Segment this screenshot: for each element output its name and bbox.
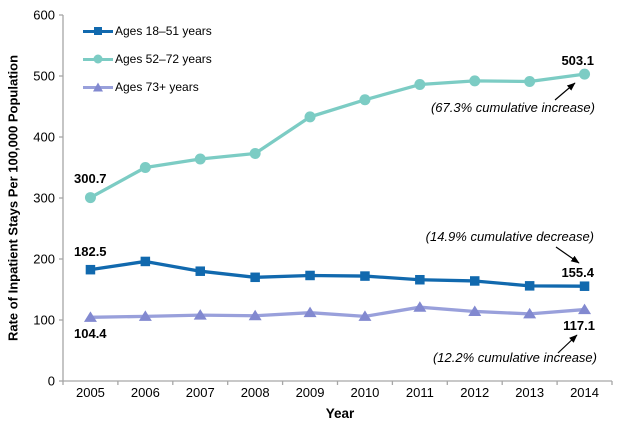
series-line xyxy=(90,305,585,319)
square-marker xyxy=(250,272,260,283)
annotation-arrow xyxy=(557,334,578,354)
triangle-marker xyxy=(413,301,427,312)
triangle-marker-icon xyxy=(93,82,103,92)
square-marker xyxy=(415,274,425,285)
y-axis-title: Rate of Inpatient Stays Per 100,000 Popu… xyxy=(5,54,21,342)
annotation-label: (14.9% cumulative decrease) xyxy=(426,229,594,244)
triangle-marker xyxy=(193,309,207,320)
triangle-marker xyxy=(248,309,262,321)
x-tick-label: 2011 xyxy=(406,385,434,400)
series-ages-18-51-years xyxy=(85,256,590,291)
legend-swatch xyxy=(83,54,113,64)
triangle-marker xyxy=(83,311,97,322)
x-axis-title: Year xyxy=(325,406,355,421)
legend-item-ages-18-51-years: Ages 18–51 years xyxy=(83,22,212,40)
series-ages-73-years xyxy=(83,301,592,322)
circle-marker xyxy=(84,192,96,204)
square-marker xyxy=(579,281,590,291)
x-tick-label: 2008 xyxy=(241,385,270,400)
data-label: 104.4 xyxy=(74,326,107,341)
x-tick-label: 2006 xyxy=(131,385,160,400)
triangle-marker xyxy=(523,307,537,319)
x-tick-label: 2010 xyxy=(350,385,379,400)
square-marker xyxy=(305,270,315,281)
circle-marker xyxy=(359,94,371,106)
square-marker xyxy=(85,264,96,275)
triangle-marker xyxy=(468,305,482,316)
square-marker xyxy=(195,266,205,276)
data-label: 182.5 xyxy=(74,244,107,259)
square-marker-icon xyxy=(94,27,102,35)
y-tick-label: 100 xyxy=(33,313,55,328)
y-tick-label: 300 xyxy=(33,191,55,206)
square-marker xyxy=(524,281,535,291)
x-tick-label: 2013 xyxy=(515,385,544,400)
data-label: 300.7 xyxy=(74,171,107,186)
legend-item-ages-73-years: Ages 73+ years xyxy=(83,78,212,96)
y-tick-label: 400 xyxy=(33,130,55,145)
y-tick-label: 600 xyxy=(33,8,55,23)
annotation-arrow xyxy=(554,82,576,101)
circle-marker xyxy=(579,68,591,80)
x-tick-label: 2014 xyxy=(570,385,599,400)
y-tick-label: 0 xyxy=(48,374,55,389)
square-marker xyxy=(360,271,370,281)
legend-label: Ages 52–72 years xyxy=(115,52,212,66)
legend-swatch xyxy=(83,82,113,92)
circle-marker xyxy=(524,75,536,87)
legend-label: Ages 73+ years xyxy=(115,80,199,94)
circle-marker-icon xyxy=(93,54,103,64)
y-tick-label: 200 xyxy=(33,252,55,267)
legend: Ages 18–51 years Ages 52–72 years Ages 73+… xyxy=(83,22,212,106)
data-label: 503.1 xyxy=(561,53,594,68)
square-marker xyxy=(140,256,151,267)
series-line xyxy=(89,72,585,200)
annotation-arrow xyxy=(555,246,580,264)
series-line xyxy=(90,259,585,288)
triangle-marker xyxy=(303,306,317,318)
x-tick-label: 2009 xyxy=(296,385,325,400)
y-tick-label: 500 xyxy=(33,69,55,84)
circle-marker xyxy=(414,79,426,91)
legend-item-ages-52-72-years: Ages 52–72 years xyxy=(83,50,212,68)
circle-marker xyxy=(469,75,481,87)
square-marker xyxy=(470,276,480,286)
x-tick-label: 2005 xyxy=(76,385,105,400)
data-label: 155.4 xyxy=(561,265,594,280)
circle-marker xyxy=(304,111,316,123)
circle-marker xyxy=(249,147,261,159)
annotation-label: (67.3% cumulative increase) xyxy=(431,100,595,115)
data-label: 117.1 xyxy=(563,318,595,333)
legend-swatch xyxy=(83,27,113,35)
series-ages-52-72-years xyxy=(84,68,591,204)
circle-marker xyxy=(139,162,151,173)
circle-marker xyxy=(194,153,206,165)
triangle-marker xyxy=(358,310,372,321)
x-tick-label: 2007 xyxy=(186,385,215,400)
annotation-label: (12.2% cumulative increase) xyxy=(433,350,597,365)
triangle-marker xyxy=(578,303,592,315)
x-tick-label: 2012 xyxy=(460,385,489,400)
triangle-marker xyxy=(138,310,152,321)
legend-label: Ages 18–51 years xyxy=(115,24,212,38)
